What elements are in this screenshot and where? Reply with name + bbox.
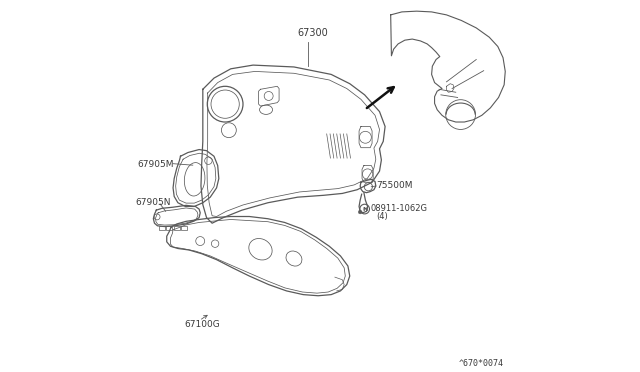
- Text: 75500M: 75500M: [376, 182, 413, 190]
- Text: 67905M: 67905M: [138, 160, 174, 169]
- Bar: [181, 226, 187, 230]
- Circle shape: [358, 210, 362, 214]
- Text: 67905N: 67905N: [136, 198, 172, 207]
- Bar: [166, 226, 172, 230]
- Text: ^670*0074: ^670*0074: [459, 359, 504, 368]
- Text: 67100G: 67100G: [184, 320, 220, 329]
- Bar: [174, 226, 180, 230]
- Text: 08911-1062G: 08911-1062G: [370, 204, 428, 213]
- Bar: [159, 226, 165, 230]
- Text: (4): (4): [376, 212, 388, 221]
- Text: 67300: 67300: [298, 28, 328, 38]
- Text: N: N: [362, 206, 367, 212]
